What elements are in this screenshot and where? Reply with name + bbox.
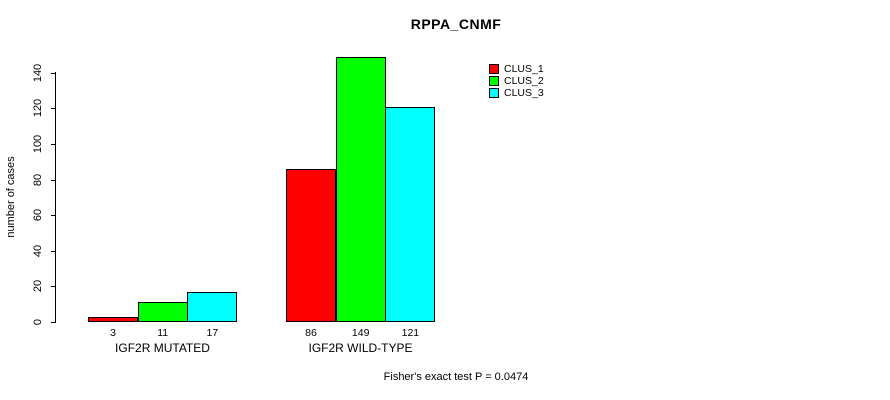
bar-value-label: 149 xyxy=(351,327,370,339)
legend-swatch-clus3 xyxy=(489,88,499,98)
legend: CLUS_1 CLUS_2 CLUS_3 xyxy=(489,63,544,99)
chart-title: RPPA_CNMF xyxy=(410,16,502,32)
y-tick-label: 60 xyxy=(32,209,44,222)
y-tick-mark xyxy=(51,322,56,323)
y-tick-label: 0 xyxy=(32,318,44,326)
y-tick-mark xyxy=(51,108,56,110)
y-tick-mark xyxy=(51,215,56,217)
y-tick-mark xyxy=(51,250,56,252)
bar-clus_3-group2 xyxy=(385,106,436,322)
bar-value-label: 86 xyxy=(305,327,317,339)
bar-clus_2-group2 xyxy=(335,56,386,322)
y-tick-label: 40 xyxy=(32,244,44,257)
y-tick-label: 120 xyxy=(32,99,44,118)
y-axis-title: number of cases xyxy=(5,156,17,238)
bar-clus_1-group2 xyxy=(286,168,336,322)
y-tick-label: 140 xyxy=(32,63,44,82)
bar-clus_2-group1 xyxy=(137,302,188,322)
category-label-igf2r-wild-type: IGF2R WILD-TYPE xyxy=(308,341,413,355)
y-tick-mark xyxy=(51,179,56,181)
bar-value-label: 11 xyxy=(157,327,169,339)
bar-clus_1-group1 xyxy=(88,316,138,322)
bar-value-label: 121 xyxy=(401,327,420,339)
legend-item: CLUS_3 xyxy=(489,87,544,99)
y-tick-label: 20 xyxy=(32,280,44,293)
legend-item: CLUS_2 xyxy=(489,75,544,87)
legend-item: CLUS_1 xyxy=(489,63,544,75)
y-tick-mark xyxy=(51,144,56,145)
legend-label: CLUS_1 xyxy=(504,63,544,75)
bar-value-label: 3 xyxy=(110,327,116,339)
y-axis-line xyxy=(55,72,56,323)
bar-clus_3-group1 xyxy=(187,291,238,322)
category-label-igf2r-mutated: IGF2R MUTATED xyxy=(115,341,210,355)
y-tick-mark xyxy=(51,72,56,74)
legend-label: CLUS_3 xyxy=(504,87,544,99)
legend-label: CLUS_2 xyxy=(504,75,544,87)
legend-swatch-clus2 xyxy=(489,76,499,86)
y-tick-label: 100 xyxy=(32,134,44,154)
fishers-test-annotation: Fisher's exact test P = 0.0474 xyxy=(383,371,529,383)
bar-value-label: 17 xyxy=(206,327,219,339)
y-tick-label: 80 xyxy=(32,173,44,186)
legend-swatch-clus1 xyxy=(489,64,499,74)
y-tick-mark xyxy=(51,286,56,288)
